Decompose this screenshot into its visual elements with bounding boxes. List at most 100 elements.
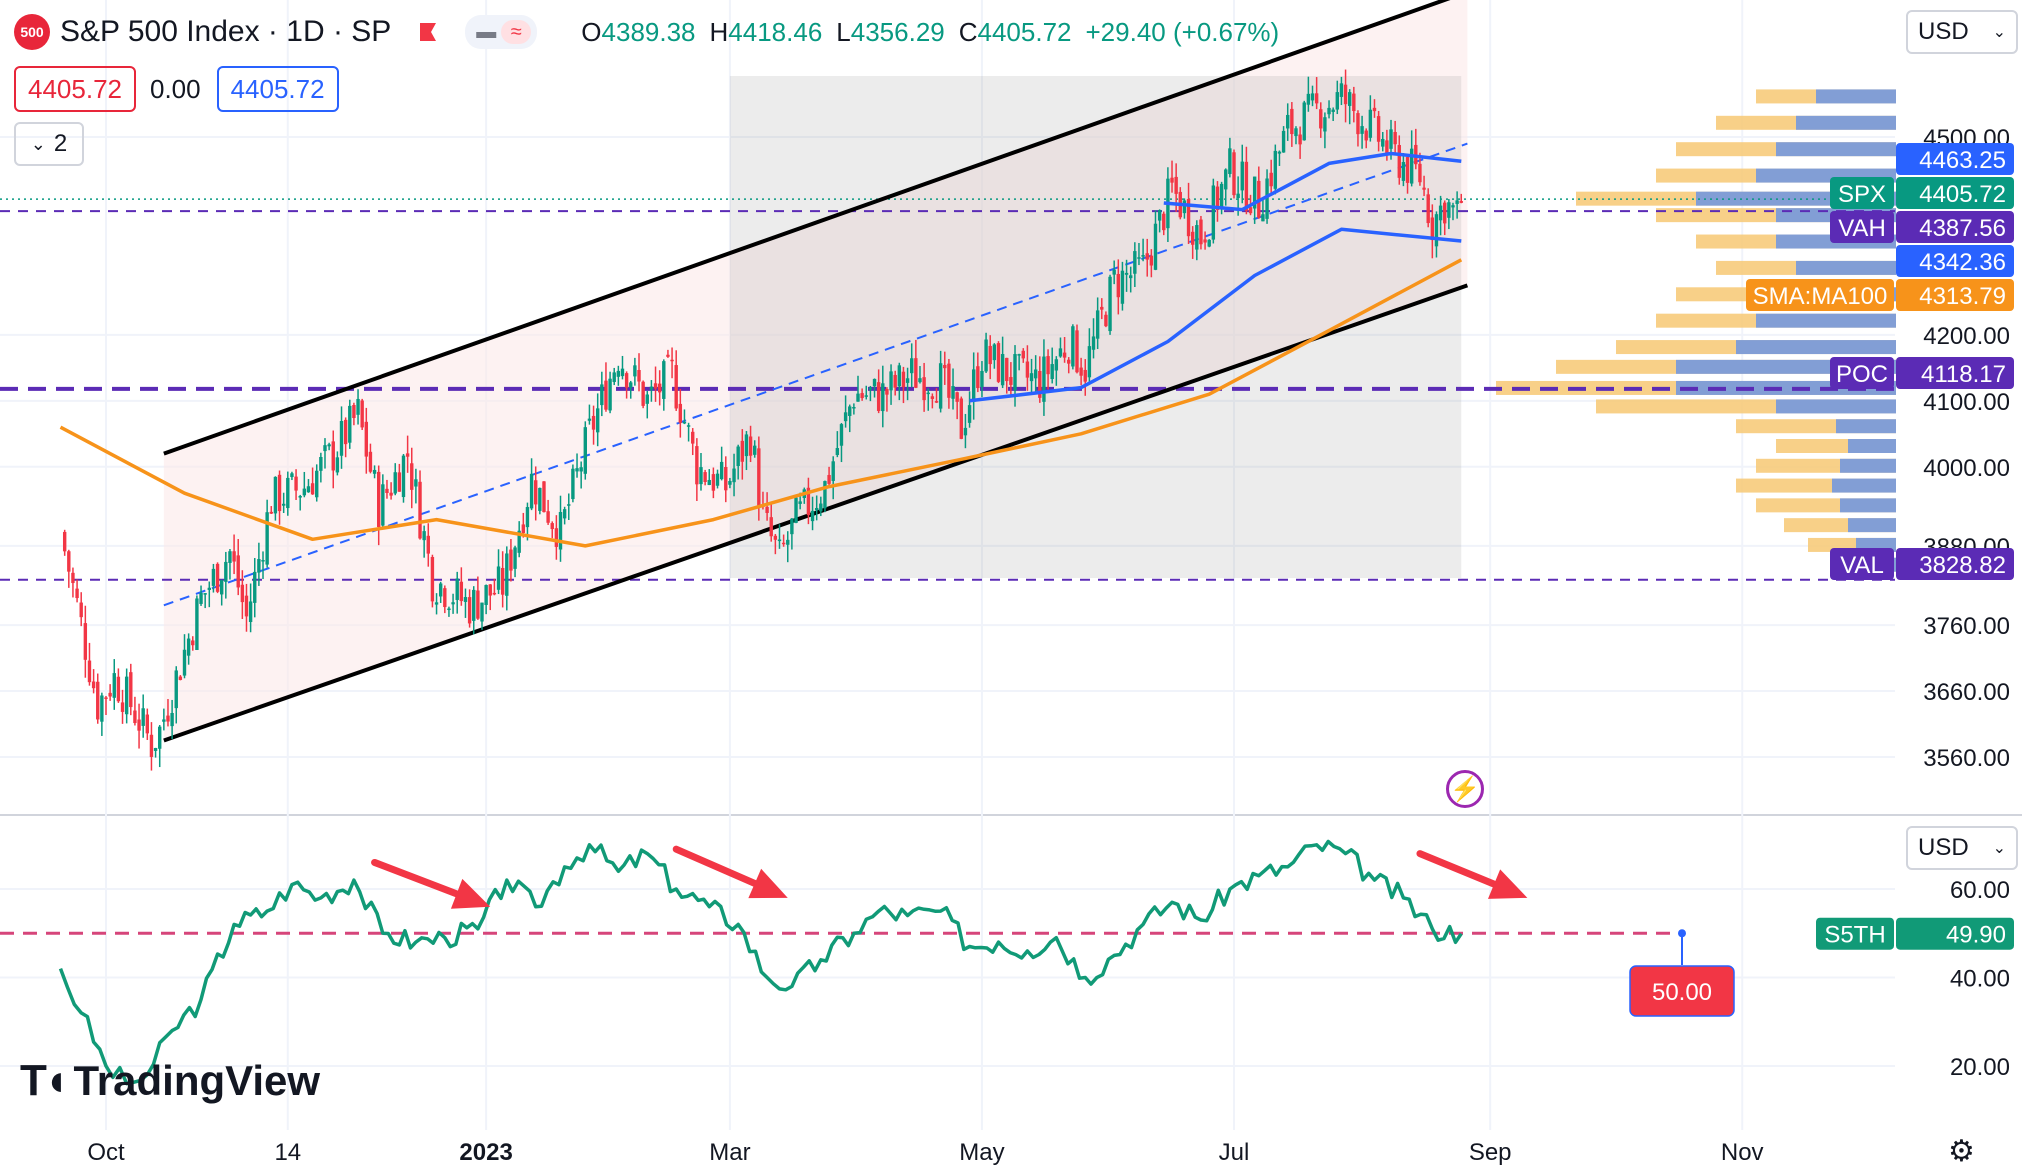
symbol-title[interactable]: S&P 500 Index · 1D · SP — [60, 15, 392, 48]
candle-body — [753, 445, 757, 455]
candle-body — [1244, 161, 1249, 211]
candle-body — [364, 421, 369, 457]
candle-body — [629, 382, 633, 388]
candle-body — [1100, 306, 1104, 310]
candle-body — [1269, 172, 1273, 187]
candle-body — [852, 407, 856, 409]
minus-icon[interactable]: ▬ — [476, 21, 497, 43]
candle-body — [579, 467, 583, 472]
candle-body — [835, 448, 840, 455]
indicator-toggle[interactable]: ▬ ≈ — [465, 15, 538, 49]
candle-body — [186, 638, 191, 656]
threshold-label: 50.00 — [1652, 979, 1712, 1006]
candle-body — [872, 378, 877, 387]
candle-body — [1261, 214, 1265, 222]
collapse-indicators-button[interactable]: ⌄ 2 — [14, 122, 84, 166]
down-arrow-shaft — [371, 858, 461, 898]
candle-body — [860, 393, 864, 399]
candle-body — [934, 401, 939, 403]
candle-body — [310, 483, 315, 495]
candle-body — [649, 386, 654, 390]
gear-icon[interactable]: ⚙ — [1948, 1135, 1975, 1168]
volume-profile-bar-down — [1816, 89, 1896, 104]
volume-profile-bar-down — [1840, 458, 1896, 473]
wave-icon[interactable]: ≈ — [501, 20, 532, 44]
s5th-label-name-tag — [1816, 917, 1894, 950]
candle-body — [856, 393, 860, 402]
osc-y-tick-label: 20.00 — [1950, 1054, 2010, 1081]
candle-body — [889, 371, 893, 391]
candle-body — [843, 412, 848, 422]
candle-body — [492, 592, 497, 595]
candle-body — [707, 479, 711, 486]
candle-body — [83, 623, 88, 660]
candle-body — [897, 365, 902, 387]
candle-body — [703, 472, 707, 482]
candle-body — [451, 602, 455, 605]
candle-body — [112, 673, 116, 698]
flag-icon[interactable] — [417, 21, 439, 43]
price-label-6-name: VAL — [1840, 552, 1884, 579]
candle-body — [988, 345, 992, 365]
candle-body — [657, 383, 662, 393]
candle-body — [1170, 177, 1174, 183]
currency-select-main[interactable]: USD ⌄ — [1906, 10, 2018, 54]
y-tick-label: 3760.00 — [1923, 613, 2010, 640]
price-change: +29.40 (+0.67%) — [1085, 16, 1280, 47]
candle-body — [810, 510, 815, 522]
candle-body — [695, 446, 699, 485]
currency-select-oscillator[interactable]: USD ⌄ — [1906, 826, 2018, 870]
candle-body — [616, 370, 621, 377]
candle-body — [715, 473, 720, 486]
candle-body — [273, 476, 278, 514]
price-label-2-name: VAH — [1838, 215, 1886, 242]
candle-body — [302, 488, 307, 496]
candle-body — [1046, 356, 1050, 375]
lightning-icon[interactable]: ⚡ — [1446, 770, 1484, 808]
candle-body — [141, 708, 145, 726]
price-label-5-name-tag — [1830, 357, 1894, 389]
candle-body — [129, 672, 133, 708]
candle-body — [71, 572, 75, 584]
candle-body — [1095, 310, 1100, 339]
s5th-label-value: 49.90 — [1946, 922, 2006, 949]
candle-body — [1323, 117, 1327, 132]
y-tick-label: 3560.00 — [1923, 745, 2010, 772]
candle-body — [368, 451, 373, 472]
candle-body — [67, 551, 71, 572]
candle-body — [806, 487, 811, 516]
candle-body — [959, 398, 963, 439]
candle-body — [819, 503, 823, 512]
candle-body — [719, 461, 724, 480]
candle-body — [1021, 350, 1025, 359]
sell-price-button[interactable]: 4405.72 — [14, 66, 136, 112]
pattern-fills — [163, 0, 1468, 741]
candle-body — [79, 602, 83, 618]
candle-body — [405, 453, 410, 457]
candle-body — [1215, 186, 1220, 210]
candle-body — [116, 676, 121, 702]
candle-body — [1277, 151, 1282, 154]
candle-body — [1319, 109, 1323, 129]
candle-body — [914, 358, 918, 388]
ohlc-c: C4405.72 — [958, 16, 1072, 47]
candle-body — [1314, 93, 1319, 104]
candle-body — [162, 719, 166, 722]
candle-body — [166, 715, 170, 722]
candle-body — [1343, 84, 1348, 105]
candle-body — [1038, 370, 1042, 398]
buy-price-button[interactable]: 4405.72 — [216, 66, 339, 112]
candle-body — [422, 531, 426, 541]
candle-body — [1426, 194, 1430, 224]
candle-body — [203, 593, 207, 595]
candle-body — [901, 371, 906, 388]
candle-body — [1029, 373, 1034, 382]
price-label-2-name-tag — [1830, 211, 1894, 243]
candle-body — [381, 484, 385, 526]
candle-body — [699, 467, 703, 485]
candle-body — [1252, 176, 1257, 209]
volume-profile-bar-down — [1756, 313, 1896, 328]
volume-profile-bar-down — [1840, 498, 1896, 513]
candle-body — [1236, 193, 1240, 199]
